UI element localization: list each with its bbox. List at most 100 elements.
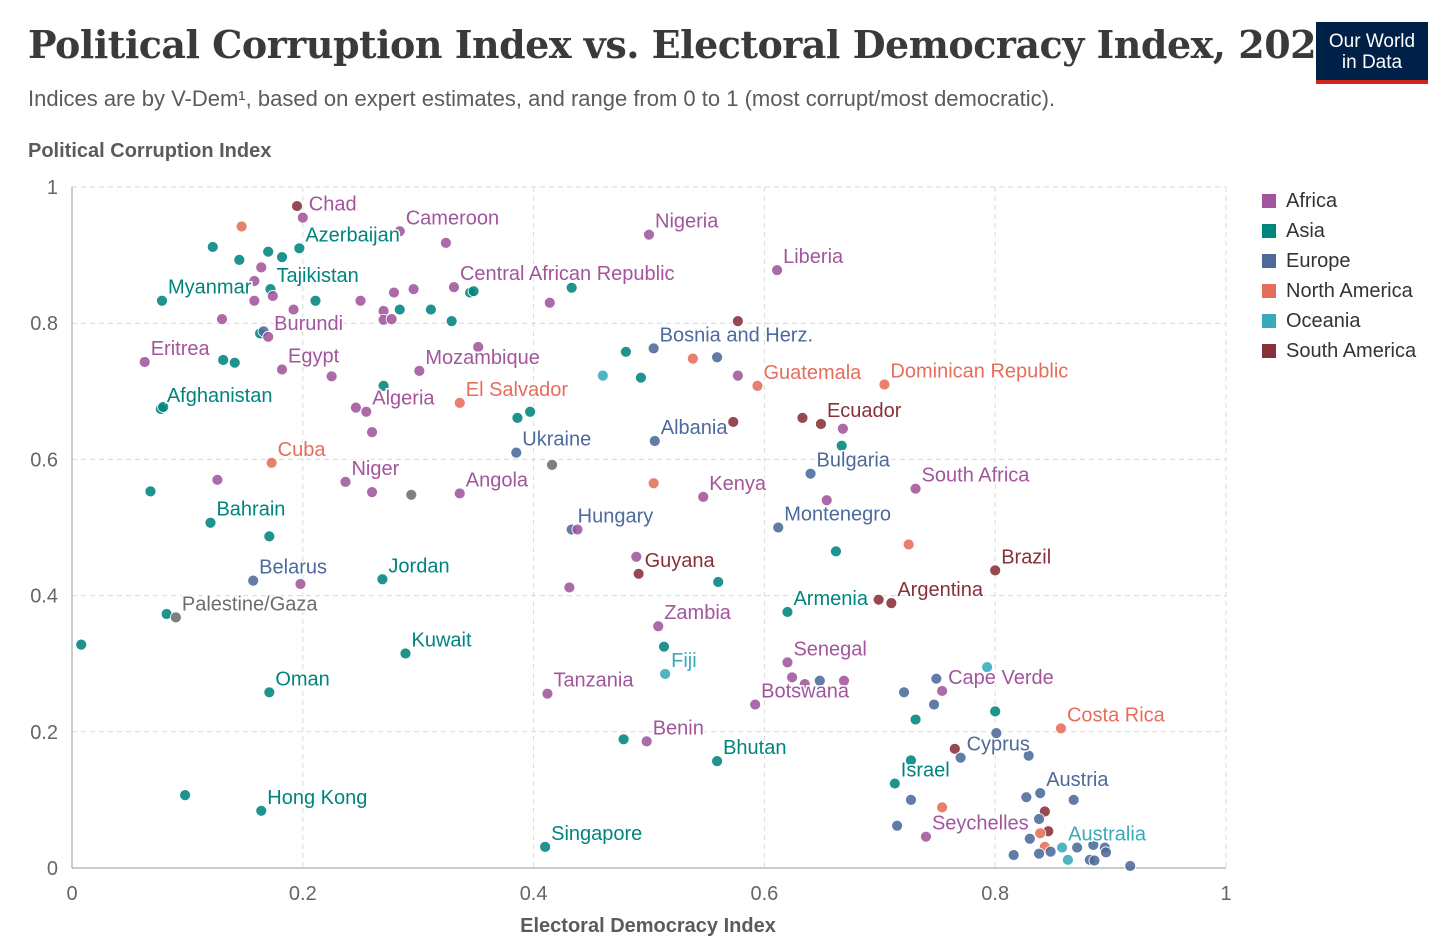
data-point bbox=[885, 597, 898, 609]
data-point bbox=[354, 294, 367, 307]
data-point bbox=[820, 494, 833, 507]
data-point bbox=[276, 251, 288, 264]
point-label: Kuwait bbox=[412, 629, 472, 651]
data-point bbox=[472, 341, 485, 353]
point-label: Singapore bbox=[551, 823, 642, 845]
legend-item[interactable]: Asia bbox=[1262, 216, 1416, 246]
point-label: Cameroon bbox=[406, 207, 499, 229]
point-label: Egypt bbox=[288, 346, 340, 368]
point-label: Hong Kong bbox=[267, 787, 367, 809]
point-label: Fiji bbox=[671, 650, 697, 672]
data-point bbox=[635, 371, 647, 384]
data-point bbox=[287, 303, 300, 316]
legend-swatch bbox=[1262, 284, 1276, 298]
point-label: Australia bbox=[1068, 824, 1147, 846]
data-point bbox=[228, 356, 241, 369]
data-point bbox=[1044, 845, 1057, 858]
data-point bbox=[781, 606, 794, 618]
data-point bbox=[632, 567, 645, 580]
data-point bbox=[453, 487, 466, 500]
data-point bbox=[291, 200, 303, 212]
data-point bbox=[648, 435, 661, 447]
data-point bbox=[266, 290, 279, 302]
point-label: Montenegro bbox=[784, 504, 891, 526]
data-point bbox=[510, 446, 523, 459]
point-label: Cape Verde bbox=[948, 667, 1054, 689]
legend-label: Africa bbox=[1286, 189, 1338, 212]
data-point bbox=[407, 283, 420, 296]
data-point bbox=[563, 581, 576, 594]
data-point bbox=[898, 686, 910, 699]
data-point bbox=[954, 751, 967, 764]
data-point bbox=[596, 369, 609, 382]
data-point bbox=[138, 356, 151, 368]
point-label: Tajikistan bbox=[276, 265, 358, 287]
legend-item[interactable]: Africa bbox=[1262, 186, 1416, 216]
point-label: Burundi bbox=[274, 313, 343, 335]
data-point bbox=[647, 477, 660, 490]
x-tick-label: 0.8 bbox=[981, 883, 1009, 905]
data-point bbox=[652, 620, 665, 633]
data-point bbox=[467, 285, 480, 298]
data-point bbox=[546, 458, 558, 471]
y-tick-label: 0.2 bbox=[30, 722, 58, 744]
data-point bbox=[1067, 794, 1080, 806]
point-label: Albania bbox=[661, 417, 729, 439]
data-point bbox=[1055, 722, 1067, 735]
legend-label: South America bbox=[1286, 339, 1417, 362]
y-axis-title: Political Corruption Index bbox=[28, 140, 272, 162]
data-point bbox=[948, 742, 961, 755]
data-point bbox=[233, 253, 246, 266]
data-point bbox=[262, 245, 275, 258]
data-point bbox=[731, 369, 744, 382]
legend-label: Europe bbox=[1286, 249, 1351, 272]
data-point bbox=[349, 401, 362, 414]
data-point bbox=[511, 411, 524, 424]
data-point bbox=[296, 211, 309, 224]
data-point bbox=[1056, 841, 1069, 854]
data-point bbox=[727, 416, 740, 428]
point-label: Algeria bbox=[372, 388, 435, 410]
point-label: Chad bbox=[309, 194, 357, 216]
data-point bbox=[179, 789, 191, 802]
data-point bbox=[366, 426, 378, 439]
legend-item[interactable]: South America bbox=[1262, 336, 1416, 366]
data-point bbox=[796, 411, 809, 424]
legend-item[interactable]: North America bbox=[1262, 276, 1416, 306]
data-point bbox=[1020, 791, 1033, 804]
x-tick-label: 0.6 bbox=[750, 883, 778, 905]
data-point bbox=[798, 678, 811, 691]
point-label: Oman bbox=[275, 668, 329, 690]
data-point bbox=[888, 777, 901, 790]
data-point bbox=[445, 315, 458, 328]
data-point bbox=[156, 294, 168, 307]
data-point bbox=[815, 418, 827, 430]
legend-item[interactable]: Oceania bbox=[1262, 306, 1416, 336]
data-point bbox=[771, 264, 783, 276]
data-point bbox=[1023, 832, 1036, 845]
legend-label: North America bbox=[1286, 279, 1413, 302]
owid-logo[interactable]: Our World in Data bbox=[1316, 22, 1428, 84]
data-point bbox=[711, 351, 723, 364]
data-point bbox=[1007, 849, 1020, 861]
data-point bbox=[1034, 827, 1047, 840]
data-point bbox=[930, 672, 943, 685]
data-point bbox=[711, 755, 723, 767]
point-label: Guyana bbox=[645, 550, 716, 572]
data-point bbox=[309, 294, 322, 307]
point-label: Botswana bbox=[761, 681, 850, 703]
data-point bbox=[659, 668, 672, 680]
legend-label: Oceania bbox=[1286, 309, 1361, 332]
data-point bbox=[248, 294, 261, 307]
data-point bbox=[524, 405, 537, 418]
y-tick-label: 0.4 bbox=[30, 586, 58, 608]
data-point bbox=[385, 313, 398, 326]
point-label: El Salvador bbox=[466, 379, 569, 401]
x-axis-title: Electoral Democracy Index bbox=[520, 915, 776, 937]
data-point bbox=[813, 674, 826, 687]
point-label: Mozambique bbox=[425, 347, 540, 369]
legend-item[interactable]: Europe bbox=[1262, 246, 1416, 276]
data-point bbox=[255, 804, 268, 817]
data-point bbox=[647, 342, 660, 355]
data-point bbox=[902, 538, 915, 551]
